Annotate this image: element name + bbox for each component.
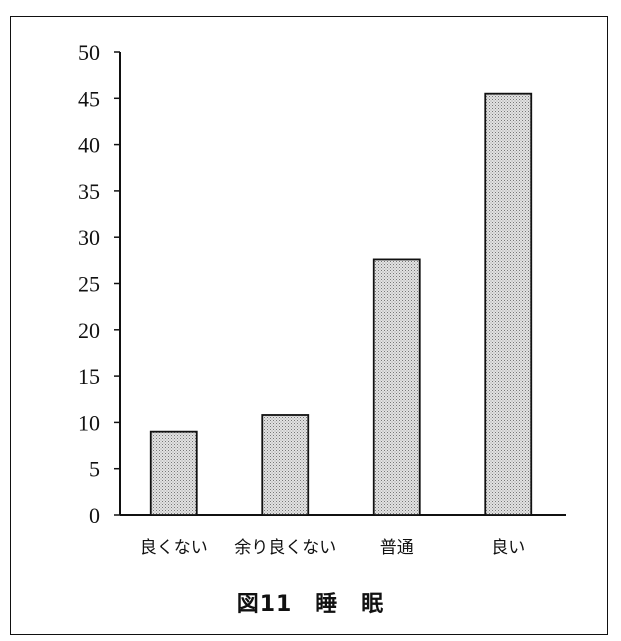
x-category-label: 良い xyxy=(491,538,525,558)
y-tick-label: 45 xyxy=(78,86,100,111)
bar-1 xyxy=(149,430,198,516)
bar-4 xyxy=(484,92,533,516)
y-tick-label: 35 xyxy=(78,179,100,204)
y-tick-label: 10 xyxy=(78,410,100,435)
y-tick-label: 50 xyxy=(78,40,100,65)
x-axis-labels: 良くない 余り良くない 普通 良い xyxy=(140,538,526,558)
x-category-label: 良くない xyxy=(140,538,208,558)
y-tick-label: 15 xyxy=(78,364,100,389)
x-category-label: 普通 xyxy=(380,538,414,558)
y-tick-label: 25 xyxy=(78,272,100,297)
x-category-label: 余り良くない xyxy=(234,538,336,558)
chart-frame xyxy=(10,16,608,635)
y-tick-label: 20 xyxy=(78,318,100,343)
y-tick-label: 5 xyxy=(89,457,100,482)
y-tick-label: 40 xyxy=(78,133,100,158)
chart-title: 図11 睡 眠 xyxy=(236,592,385,617)
chart-bars xyxy=(149,92,533,516)
bar-2 xyxy=(261,414,310,516)
y-tick-label: 0 xyxy=(89,503,100,528)
y-tick-label: 30 xyxy=(78,225,100,250)
bar-3 xyxy=(372,258,421,516)
y-axis-ticks: 0 5 10 15 20 25 30 35 40 45 50 xyxy=(78,40,120,528)
